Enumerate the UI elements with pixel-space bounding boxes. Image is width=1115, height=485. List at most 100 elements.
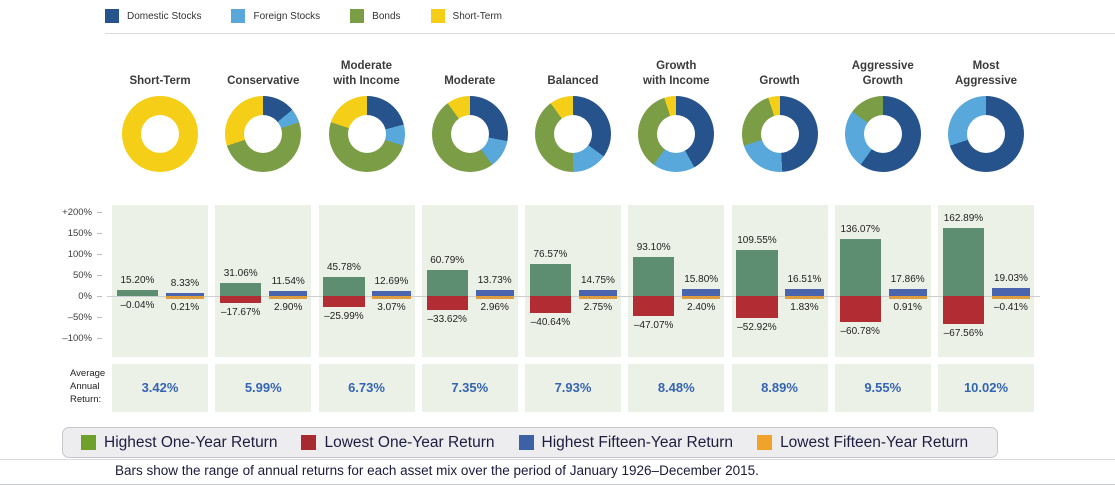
lowest-fifteen-year-bar [578,296,618,299]
zero-baseline [107,296,1040,297]
return-range-plot: 93.10% –47.07% 15.80% 2.40% [628,205,724,357]
lowest-fifteen-year-value: 2.75% [583,302,613,313]
highest-one-year-bar [323,276,365,296]
allocation-donut-growth [741,96,818,172]
average-return-cell [421,364,518,412]
lowest-fifteen-year-value: 0.91% [893,302,922,313]
lowest-fifteen-year-bar [991,296,1031,299]
average-annual-return-value: 3.42% [141,380,179,395]
plot-background [215,205,312,357]
highest-one-year-bar [220,282,262,296]
legend-item-label: Lowest One-Year Return [324,433,495,451]
lowest-one-year-bar [323,296,365,307]
legend-item-label: Short-Term [452,10,502,22]
average-annual-return-value: 8.89% [761,380,798,395]
short-term-swatch-icon [430,9,445,23]
lowest-one-year-return-swatch-icon [301,435,317,450]
y-tick-mark [97,317,102,318]
highest-one-year-bar [633,256,675,296]
column-title-balanced: Balanced [547,74,599,87]
average-annual-return-value: 8.48% [657,380,695,395]
highest-fifteen-year-return-swatch-icon [518,435,534,450]
highest-fifteen-year-bar [269,291,308,296]
average-return-cell [318,364,415,412]
lowest-fifteen-year-bar [165,296,205,299]
lowest-fifteen-year-value: 1.83% [790,302,819,313]
legend-item-bonds: Bonds [350,9,401,23]
footnote-divider [0,459,1115,460]
lowest-one-year-value: –47.07% [633,319,674,331]
lowest-fifteen-year-value: 2.96% [480,302,509,313]
lowest-one-year-value: –40.64% [530,317,571,329]
average-annual-return-value: 7.35% [451,380,489,395]
column-title-moderate-with-income: Moderate with Income [333,60,400,87]
highest-one-year-value: 76.57% [533,248,568,260]
average-return-cell [525,364,621,412]
lowest-fifteen-year-bar [475,296,514,299]
highest-one-year-value: 109.55% [737,235,777,246]
allocation-donut-growth-with-income [638,96,715,172]
lowest-fifteen-year-bar [269,296,308,299]
lowest-one-year-value: –33.62% [427,314,467,326]
footnote: Bars show the range of annual returns fo… [115,463,759,478]
legend-item-highest-one-year-return: Highest One-Year Return [81,434,277,452]
average-return-cell [112,364,208,412]
y-tick-label: 50% [72,270,92,281]
lowest-one-year-bar [942,296,985,325]
return-range-plot: 15.20% –0.04% 8.33% 0.21% [112,205,208,357]
highest-fifteen-year-value: 8.33% [170,277,200,289]
average-annual-return-value: 5.99% [244,380,282,395]
return-range-plot: 109.55% –52.92% 16.51% 1.83% [732,205,828,357]
highest-one-year-value: 162.89% [943,212,984,224]
allocation-donut-most-aggressive [948,96,1024,172]
highest-fifteen-year-bar [682,289,721,296]
column-title-conservative: Conservative [227,74,300,87]
y-tick-label: 0% [78,291,92,302]
highest-one-year-value: 93.10% [636,241,671,253]
average-return-cell [628,364,725,412]
lowest-fifteen-year-value: 2.40% [687,302,716,313]
lowest-one-year-value: –17.67% [220,307,261,319]
highest-one-year-value: 15.20% [120,274,155,286]
lowest-fifteen-year-bar [682,296,721,299]
average-return-cell [215,364,312,412]
lowest-fifteen-year-return-swatch-icon [757,435,773,450]
highest-fifteen-year-bar [475,290,514,296]
y-tick-mark [97,254,102,255]
average-return-cell [731,364,828,412]
foreign-stocks-swatch-icon [231,9,246,23]
average-return-cell [938,364,1034,412]
legend-item-label: Highest One-Year Return [104,433,278,451]
column-title-short-term: Short-Term [129,74,191,87]
allocation-donut-short-term [122,96,198,172]
highest-fifteen-year-value: 13.73% [477,275,512,287]
lowest-one-year-bar [839,296,881,322]
return-range-plot: 76.57% –40.64% 14.75% 2.75% [525,205,621,357]
lowest-one-year-bar [529,296,572,314]
asset-class-legend: Domestic Stocks Foreign Stocks Bonds Short-… [105,9,502,23]
column-title-most-aggressive: Most Aggressive [954,60,1017,87]
allocation-donut-moderate-with-income [328,96,405,172]
y-tick-mark [97,338,102,339]
lowest-one-year-value: –25.99% [324,310,364,322]
legend-item-label: Lowest Fifteen-Year Return [780,433,969,451]
highest-fifteen-year-value: 15.80% [684,274,719,286]
y-tick-label: 100% [67,249,92,260]
lowest-fifteen-year-value: 2.90% [274,302,303,313]
lowest-fifteen-year-value: –0.41% [993,302,1028,313]
lowest-fifteen-year-value: 0.21% [170,302,200,313]
highest-fifteen-year-value: 19.03% [993,273,1028,285]
legend-item-lowest-one-year-return: Lowest One-Year Return [301,433,495,452]
y-tick-label: 150% [67,228,92,239]
y-tick-mark [97,233,102,234]
legend-item-label: Foreign Stocks [253,10,321,22]
y-tick-mark [97,212,102,213]
return-range-plot: 45.78% –25.99% 12.69% 3.07% [319,205,415,357]
return-range-plot: 60.79% –33.62% 13.73% 2.96% [422,205,518,357]
average-annual-return-value: 9.55% [864,380,902,395]
y-tick-mark [97,296,102,297]
highest-fifteen-year-bar [165,292,205,296]
lowest-one-year-value: –67.56% [943,328,984,340]
highest-fifteen-year-value: 11.54% [271,276,305,288]
